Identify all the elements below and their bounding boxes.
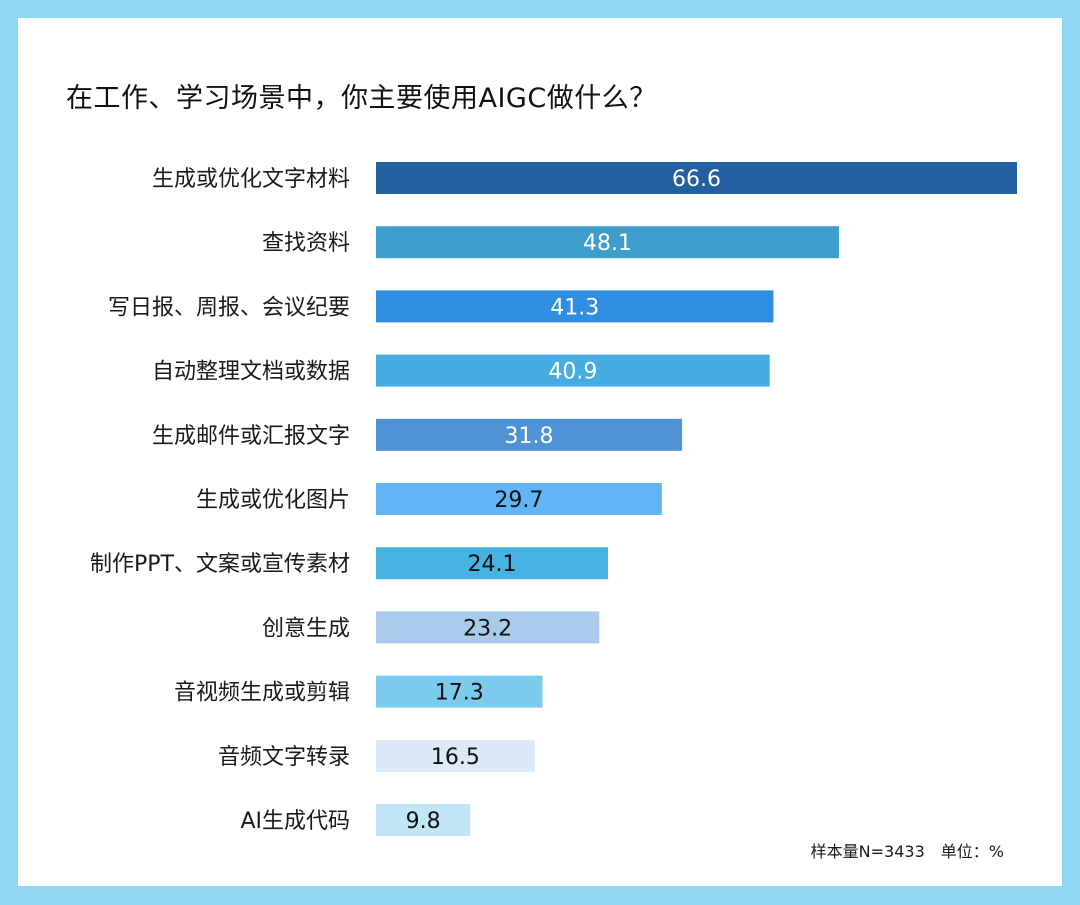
value-label: 48.1 xyxy=(583,231,632,256)
chart-card: 在工作、学习场景中，你主要使用AIGC做什么？ 生成或优化文字材料 66.6 查找资… xyxy=(18,18,1062,886)
chart-title: 在工作、学习场景中，你主要使用AIGC做什么？ xyxy=(66,83,657,114)
bar-4 xyxy=(376,354,770,387)
bar-group: 生成或优化文字材料 66.6 查找资料 48.1 写日报、周报、会议纪要 41.3 自动整理… xyxy=(90,162,1017,836)
bar-1 xyxy=(376,162,1017,194)
category-label: 制作PPT、文案或宣传素材 xyxy=(90,552,350,577)
category-label: 查找资料 xyxy=(262,231,350,256)
category-label: 创意生成 xyxy=(262,616,350,641)
category-label: 音频文字转录 xyxy=(218,745,350,770)
bar-2 xyxy=(376,226,839,259)
category-label: 生成或优化文字材料 xyxy=(152,167,350,192)
category-label: 生成邮件或汇报文字 xyxy=(152,424,350,449)
value-label: 29.7 xyxy=(494,488,543,513)
category-label: 生成或优化图片 xyxy=(196,488,350,513)
value-label: 23.2 xyxy=(463,616,512,641)
bar-9 xyxy=(376,675,543,708)
category-label: AI生成代码 xyxy=(240,809,350,834)
bar-6 xyxy=(376,483,662,515)
sample-size: 样本量N=3433 xyxy=(810,842,925,861)
unit-label: 单位：% xyxy=(940,842,1004,861)
category-label: 写日报、周报、会议纪要 xyxy=(108,295,350,320)
category-label: 音视频生成或剪辑 xyxy=(174,681,350,706)
bar-11 xyxy=(376,804,471,836)
value-label: 24.1 xyxy=(467,552,516,577)
bar-5 xyxy=(376,418,683,451)
value-label: 17.3 xyxy=(435,681,484,706)
value-label: 40.9 xyxy=(548,360,597,385)
value-label: 9.8 xyxy=(406,809,441,834)
value-label: 66.6 xyxy=(672,167,721,192)
value-label: 41.3 xyxy=(550,295,599,320)
bar-10 xyxy=(376,739,535,772)
bar-8 xyxy=(376,611,600,644)
value-label: 16.5 xyxy=(431,745,480,770)
bar-3 xyxy=(376,290,774,323)
bar-chart: 生成或优化文字材料 66.6 查找资料 48.1 写日报、周报、会议纪要 41.3 自动整理… xyxy=(90,162,1017,836)
bar-7 xyxy=(376,547,608,580)
value-label: 31.8 xyxy=(505,424,554,449)
footnote: 样本量N=3433 单位：% xyxy=(795,838,1004,862)
category-label: 自动整理文档或数据 xyxy=(152,360,350,385)
